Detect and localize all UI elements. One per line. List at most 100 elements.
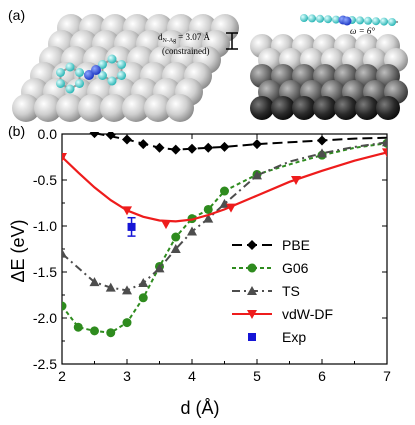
nitrogen-atom: [91, 65, 101, 75]
data-point-pbe: [317, 135, 327, 146]
svg-text:dN-Ag= 3.07 Å: dN-Ag = 3.07 Å: [158, 32, 210, 44]
data-point-ts: [203, 213, 214, 223]
y-axis-title: ΔE (eV): [8, 219, 28, 282]
carbon-atom: [117, 60, 127, 69]
carbon-atom: [55, 68, 65, 77]
data-point-vdw-df: [62, 153, 67, 162]
top-view-surface: [12, 14, 239, 122]
side-view-surface: [250, 34, 408, 120]
ag-atom-top: [144, 94, 172, 122]
data-point-ts: [317, 148, 327, 158]
carbon-atom-side: [380, 17, 388, 26]
top-view-molecule: [55, 54, 127, 94]
data-point-ts: [89, 277, 100, 287]
nitrogen-atom-side: [342, 16, 352, 26]
data-point-g06: [90, 326, 99, 336]
data-point-pbe: [89, 132, 100, 139]
data-point-exp: [127, 222, 136, 231]
x-tick-label: 7: [383, 368, 391, 384]
ag-atom-top: [34, 94, 62, 122]
ag-atom-side: [355, 96, 379, 120]
ag-atom-top: [12, 94, 40, 122]
data-point-ts: [138, 278, 149, 288]
legend-marker-exp: [248, 333, 256, 341]
data-point-vdw-df: [291, 176, 301, 185]
ag-atom-top: [56, 94, 84, 122]
legend-marker-ts: [247, 286, 257, 295]
legend-label-g06: G06: [282, 260, 309, 276]
data-point-pbe: [122, 134, 132, 145]
x-tick-label: 6: [318, 368, 326, 384]
distance-value: = 3.07 Å: [178, 32, 210, 42]
legend-label-vdw-df: vdW-DF: [282, 306, 333, 322]
y-tick-label: -2.5: [33, 356, 57, 372]
carbon-atom: [55, 79, 65, 88]
ag-atom-top: [78, 94, 106, 122]
carbon-atom: [65, 84, 75, 94]
carbon-atom: [75, 68, 85, 77]
data-point-pbe: [154, 142, 165, 153]
legend: PBE G06 TS vdW-DF Exp: [232, 237, 333, 345]
data-point-pbe: [187, 143, 197, 154]
ag-atom-side: [376, 96, 400, 120]
legend-marker-vdw-df: [247, 310, 257, 319]
ag-atom-side: [271, 96, 295, 120]
carbon-atom-side: [308, 14, 316, 23]
data-point-vdw-df: [382, 148, 387, 158]
carbon-atom: [117, 71, 127, 80]
series-line-ts: [62, 141, 387, 292]
x-tick-label: 2: [58, 368, 66, 384]
data-point-ts: [219, 198, 230, 208]
carbon-atom-side: [364, 16, 372, 25]
carbon-atom: [65, 62, 75, 72]
data-point-pbe: [203, 142, 214, 153]
nitrogen-atom: [84, 70, 94, 80]
x-tick-label: 3: [123, 368, 131, 384]
carbon-atom-side: [388, 18, 396, 26]
legend-label-ts: TS: [282, 283, 300, 299]
data-point-ts: [382, 137, 387, 147]
data-point-g06: [62, 301, 67, 311]
carbon-atom: [107, 54, 117, 64]
y-tick-label: -2.0: [33, 310, 57, 326]
legend-label-exp: Exp: [282, 329, 306, 345]
carbon-atom-side: [300, 14, 308, 22]
distance-subscript: N-Ag: [163, 38, 177, 44]
ag-atom-top: [100, 94, 128, 122]
carbon-atom-side: [372, 17, 380, 26]
carbon-atom-side: [324, 15, 332, 24]
ag-atom-top: [122, 94, 150, 122]
series-line-g06: [62, 142, 387, 334]
constrained-label: (constrained): [162, 46, 209, 56]
carbon-atom-side: [332, 15, 340, 24]
data-point-pbe: [138, 139, 149, 150]
data-point-g06: [220, 186, 229, 196]
panel-a-label: (a): [8, 7, 25, 23]
series-line-pbe: [94, 132, 387, 151]
data-point-ts: [122, 285, 132, 295]
data-point-vdw-df: [122, 206, 132, 216]
data-point-pbe: [105, 132, 116, 140]
carbon-atom-side: [356, 16, 364, 25]
data-point-vdw-df: [226, 203, 236, 213]
data-point-g06: [171, 232, 181, 242]
x-tick-label: 5: [253, 368, 261, 384]
carbon-atom-side: [316, 14, 324, 23]
x-axis-title: d (Å): [180, 398, 219, 418]
panel-b-label: (b): [8, 123, 25, 139]
data-point-ts: [252, 170, 262, 180]
carbon-atom: [97, 60, 107, 69]
data-point-ts: [62, 248, 67, 258]
y-tick-label: -0.5: [33, 172, 57, 188]
y-tick-label: -1.5: [33, 264, 57, 280]
legend-marker-pbe: [247, 240, 257, 250]
ag-atom-side: [334, 96, 358, 120]
data-point-ts: [154, 263, 165, 273]
x-tick-label: 4: [188, 368, 196, 384]
ag-atom-side: [292, 96, 316, 120]
data-point-g06: [138, 293, 148, 303]
data-point-ts: [170, 244, 181, 253]
carbon-atom: [97, 71, 107, 80]
data-point-g06: [73, 322, 83, 332]
